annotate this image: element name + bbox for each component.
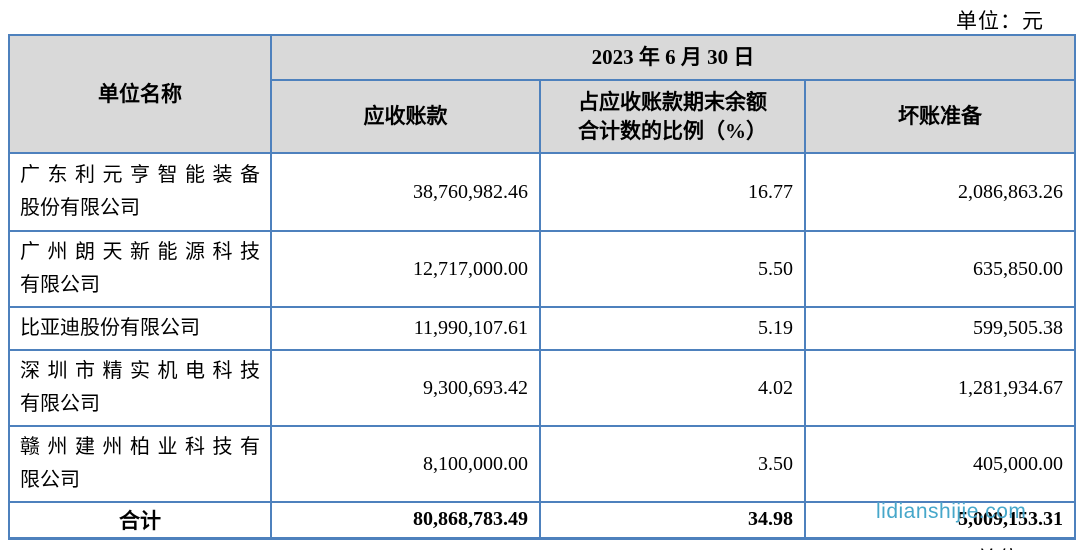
ratio-header-line1: 占应收账款期末余额 (578, 89, 767, 114)
receivables-cell: 11,990,107.61 (270, 306, 541, 351)
company-name-line: 限公司 (20, 469, 80, 491)
company-name-cell: 广州朗天新能源科技 有限公司 (8, 230, 272, 308)
column-header-date-span: 2023 年 6 月 30 日 (269, 34, 1077, 81)
table-total-row: 合计 80,868,783.49 34.98 5,009,153.31 (8, 501, 1077, 540)
column-header-receivables: 应收账款 (270, 79, 541, 154)
bad-debt-cell: 405,000.00 (803, 425, 1077, 503)
company-name-line: 有限公司 (20, 393, 100, 415)
company-name-line: 广东利元亨智能装备 (20, 164, 260, 186)
table-header-row-sub: 应收账款 占应收账款期末余额 合计数的比例（%） 坏账准备 (9, 79, 1077, 154)
total-bad-debt-cell: 5,009,153.31 (803, 501, 1077, 540)
bad-debt-cell: 1,281,934.67 (803, 349, 1077, 427)
unit-label-top: 单位：元 (956, 9, 1044, 33)
company-name-cell: 比亚迪股份有限公司 (8, 306, 272, 351)
ratio-cell: 16.77 (539, 152, 806, 232)
table-row: 赣州建州柏业科技有 限公司 8,100,000.00 3.50 405,000.… (8, 425, 1077, 503)
total-ratio-cell: 34.98 (539, 501, 806, 540)
bad-debt-cell: 2,086,863.26 (803, 152, 1077, 232)
column-header-bad-debt: 坏账准备 (803, 79, 1077, 154)
total-receivables-cell: 80,868,783.49 (270, 501, 541, 540)
table-row: 广东利元亨智能装备 股份有限公司 38,760,982.46 16.77 2,0… (8, 152, 1077, 232)
ratio-cell: 5.19 (539, 306, 806, 351)
ratio-header-line2: 合计数的比例（%） (578, 118, 767, 143)
ratio-cell: 4.02 (539, 349, 806, 427)
site-watermark: lidianshijie.com (876, 500, 1027, 523)
company-name-line: 比亚迪股份有限公司 (20, 317, 200, 339)
table-row: 深圳市精实机电科技 有限公司 9,300,693.42 4.02 1,281,9… (8, 349, 1077, 427)
company-name-cell: 赣州建州柏业科技有 限公司 (8, 425, 272, 503)
table-header-row-date: 单位名称 2023 年 6 月 30 日 (8, 34, 1077, 154)
column-header-company: 单位名称 (8, 34, 272, 154)
receivables-table: 单位名称 2023 年 6 月 30 日 应收账款 占应收账款期末余额 合计数的… (8, 34, 1077, 540)
ratio-cell: 5.50 (539, 230, 806, 308)
company-name-line: 广州朗天新能源科技 (20, 241, 260, 263)
receivables-cell: 12,717,000.00 (270, 230, 541, 308)
table-row: 广州朗天新能源科技 有限公司 12,717,000.00 5.50 635,85… (8, 230, 1077, 308)
company-name-line: 有限公司 (20, 274, 100, 296)
bad-debt-cell: 635,850.00 (803, 230, 1077, 308)
company-name-line: 深圳市精实机电科技 (20, 360, 260, 382)
company-name-cell: 广东利元亨智能装备 股份有限公司 (8, 152, 272, 232)
receivables-cell: 8,100,000.00 (270, 425, 541, 503)
receivables-cell: 38,760,982.46 (270, 152, 541, 232)
company-name-line: 股份有限公司 (20, 197, 140, 219)
table-row: 比亚迪股份有限公司 11,990,107.61 5.19 599,505.38 (8, 306, 1077, 351)
ratio-cell: 3.50 (539, 425, 806, 503)
total-label-cell: 合计 (8, 501, 272, 540)
receivables-cell: 9,300,693.42 (270, 349, 541, 427)
column-header-ratio: 占应收账款期末余额 合计数的比例（%） (539, 79, 806, 154)
company-name-line: 赣州建州柏业科技有 (20, 436, 260, 458)
bad-debt-cell: 599,505.38 (803, 306, 1077, 351)
unit-label-bottom-clipped: 单位：元 (976, 543, 1064, 550)
company-name-cell: 深圳市精实机电科技 有限公司 (8, 349, 272, 427)
